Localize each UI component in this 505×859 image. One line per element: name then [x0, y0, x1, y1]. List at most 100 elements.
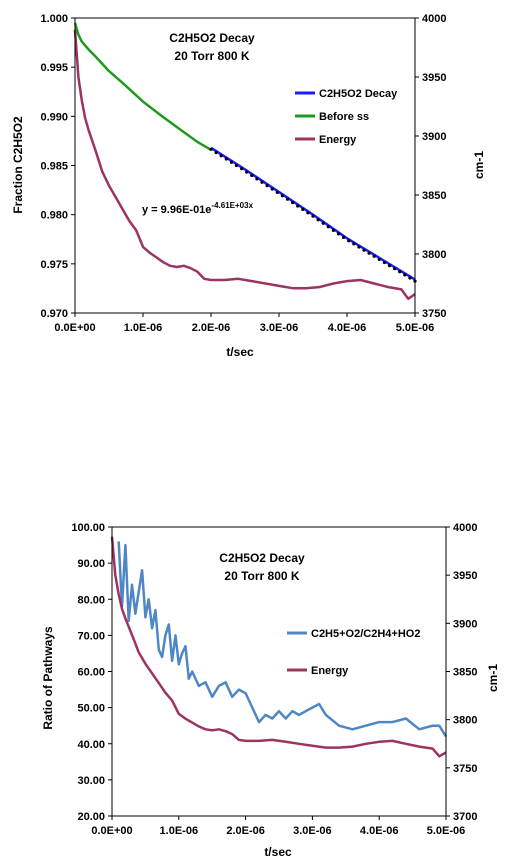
- y-left-tick-label: 70.00: [77, 630, 105, 642]
- y-right-tick-label: 3950: [453, 570, 477, 582]
- fit-point: [250, 174, 253, 177]
- x-axis-label: t/sec: [226, 345, 254, 359]
- y-left-tick-label: 50.00: [77, 703, 105, 715]
- legend: C2H5+O2/C2H4+HO2 Energy: [287, 628, 420, 677]
- x-tick-label: 4.0E-06: [328, 322, 367, 334]
- fit-point: [373, 255, 376, 258]
- y-right-axis-label: cm-1: [472, 151, 486, 179]
- fit-point: [362, 248, 365, 251]
- fit-point: [255, 177, 258, 180]
- x-tick-label: 5.0E-06: [396, 322, 435, 334]
- series-group: [75, 23, 417, 299]
- y-left-axis-label: Fraction C2H5O2: [11, 116, 25, 214]
- fit-point: [301, 208, 304, 211]
- y-left-tick-label: 1.000: [40, 13, 68, 25]
- y-left-axis-label: Ratio of Pathways: [41, 626, 55, 730]
- y-right-tick-label: 4000: [453, 522, 477, 534]
- fit-point: [276, 191, 279, 194]
- y-left-tick-label: 20.00: [77, 811, 105, 823]
- chart-title: C2H5O2 Decay: [169, 31, 255, 45]
- fit-point: [215, 151, 218, 154]
- fit-point: [260, 181, 263, 184]
- y-right-tick-label: 3800: [453, 715, 477, 727]
- fit-point: [383, 261, 386, 264]
- chart-decay-fraction: C2H5O2 Decay 20 Torr 800 K 0.0E+00 1.0E-0…: [0, 0, 505, 370]
- y-right-tick-label: 3800: [422, 249, 446, 261]
- y-left-tick-label: 90.00: [77, 558, 105, 570]
- y-left-tick-label: 0.985: [40, 161, 68, 173]
- y-left-tick-label: 40.00: [77, 739, 105, 751]
- fit-point: [322, 222, 325, 225]
- x-tick-labels: 0.0E+00 1.0E-06 2.0E-06 3.0E-06 4.0E-06 5.0E-…: [54, 313, 434, 334]
- fit-point: [332, 229, 335, 232]
- fit-point: [368, 252, 371, 255]
- fit-point: [235, 164, 238, 167]
- y-right-tick-labels: 3700 3750 3800 3850 3900 3950 4000: [446, 522, 477, 823]
- x-tick-label: 3.0E-06: [293, 825, 332, 837]
- y-right-tick-label: 3900: [453, 618, 477, 630]
- legend-entry: Energy: [311, 665, 349, 677]
- y-left-tick-label: 0.970: [40, 308, 68, 320]
- y-right-tick-label: 3750: [422, 308, 446, 320]
- y-left-tick-label: 0.980: [40, 210, 68, 222]
- fit-point: [240, 167, 243, 170]
- y-right-tick-label: 4000: [422, 13, 446, 25]
- title-group: C2H5O2 Decay 20 Torr 800 K: [219, 551, 305, 583]
- y-right-axis-label: cm-1: [486, 664, 500, 692]
- y-right-tick-label: 3850: [453, 667, 477, 679]
- y-left-tick-label: 80.00: [77, 594, 105, 606]
- title-group: C2H5O2 Decay 20 Torr 800 K: [169, 31, 255, 63]
- fit-point: [403, 273, 406, 276]
- fit-equation-exponent: -4.61E+03x: [211, 201, 253, 210]
- fit-point: [342, 236, 345, 239]
- fit-point: [337, 232, 340, 235]
- chart-title: C2H5O2 Decay: [219, 551, 305, 565]
- fit-point: [291, 201, 294, 204]
- x-tick-label: 1.0E-06: [160, 825, 199, 837]
- y-left-tick-labels: 0.970 0.975 0.980 0.985 0.990 0.995 1.000: [40, 13, 75, 320]
- fit-equation-base: y = 9.96E-01e: [142, 204, 211, 216]
- fit-point: [245, 170, 248, 173]
- fit-point: [220, 154, 223, 157]
- fit-point: [352, 242, 355, 245]
- fit-point: [306, 211, 309, 214]
- x-axis-label: t/sec: [264, 845, 292, 859]
- legend-entry: C2H5+O2/C2H4+HO2: [311, 628, 420, 640]
- legend-entry: C2H5O2 Decay: [319, 88, 398, 100]
- x-tick-label: 3.0E-06: [260, 322, 299, 334]
- fit-equation: y = 9.96E-01e-4.61E+03x: [142, 201, 254, 216]
- fit-point: [317, 218, 320, 221]
- fit-point: [388, 264, 391, 267]
- y-left-tick-label: 100.00: [71, 522, 105, 534]
- fit-point: [266, 184, 269, 187]
- y-right-tick-label: 3950: [422, 72, 446, 84]
- fit-point: [327, 225, 330, 228]
- y-right-tick-label: 3700: [453, 811, 477, 823]
- legend-entry: Before ss: [319, 111, 369, 123]
- fit-point: [209, 148, 212, 151]
- chart-subtitle: 20 Torr 800 K: [174, 49, 249, 63]
- x-tick-label: 1.0E-06: [124, 322, 163, 334]
- fit-point: [281, 194, 284, 197]
- fit-point: [408, 276, 411, 279]
- x-tick-label: 0.0E+00: [91, 825, 132, 837]
- y-left-tick-label: 0.990: [40, 111, 68, 123]
- chart-title-text: C2H5O2 Decay: [169, 31, 255, 45]
- fit-point: [296, 204, 299, 207]
- y-right-tick-label: 3850: [422, 190, 446, 202]
- y-left-tick-labels: 20.0030.0040.0050.0060.0070.0080.0090.00…: [71, 522, 112, 823]
- fit-point: [225, 157, 228, 160]
- fit-point: [347, 239, 350, 242]
- fit-point: [230, 161, 233, 164]
- fit-point: [378, 258, 381, 261]
- y-right-tick-labels: 3750 3800 3850 3900 3950 4000: [415, 13, 446, 320]
- x-tick-label: 5.0E-06: [427, 825, 466, 837]
- y-left-tick-label: 0.975: [40, 259, 68, 271]
- x-tick-labels: 0.0E+00 1.0E-06 2.0E-06 3.0E-06 4.0E-06 5.0E-…: [91, 816, 465, 837]
- y-right-tick-label: 3750: [453, 763, 477, 775]
- x-tick-label: 0.0E+00: [54, 322, 95, 334]
- x-tick-label: 2.0E-06: [192, 322, 231, 334]
- legend: C2H5O2 Decay Before ss Energy: [295, 88, 398, 146]
- y-left-tick-label: 0.995: [40, 62, 68, 74]
- x-tick-label: 2.0E-06: [226, 825, 265, 837]
